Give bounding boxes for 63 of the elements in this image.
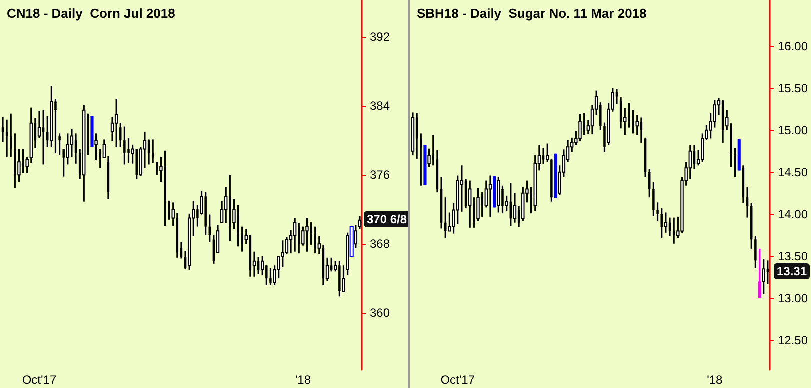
candlestick [734, 147, 736, 178]
y-tick-label: 13.00 [778, 292, 808, 306]
candlestick [74, 132, 78, 165]
y-tick-label: 14.50 [778, 165, 808, 180]
candlestick [746, 186, 749, 219]
candlestick [754, 235, 757, 270]
candlestick [542, 147, 545, 165]
candlestick [224, 186, 228, 224]
candlestick [110, 116, 114, 142]
y-tick-label: 15.50 [778, 81, 808, 96]
x-tick-label: Oct'17 [440, 373, 476, 387]
candlestick [358, 216, 362, 230]
candlestick [2, 116, 4, 144]
candlestick [261, 255, 264, 276]
y-tick-label: 16.00 [778, 39, 808, 54]
candlestick [640, 116, 643, 144]
text: 370 6/8 [367, 212, 408, 226]
text: CN18 - Daily Corn Jul 2018 [7, 6, 176, 21]
y-tick-label: 360 [370, 306, 390, 320]
candlestick [468, 180, 472, 229]
candlestick [58, 132, 61, 156]
candlestick [688, 144, 692, 180]
y-tick-label: 384 [370, 99, 390, 114]
x-tick-label: '18 [295, 373, 312, 387]
candlestick [713, 99, 717, 129]
candlestick [668, 216, 672, 238]
candlestick [220, 200, 224, 224]
text: SBH18 - Daily Sugar No. 11 Mar 2018 [417, 6, 647, 21]
candlestick [656, 202, 659, 222]
candlestick [578, 114, 582, 142]
y-tick-label: 14.00 [778, 207, 808, 222]
candlestick [420, 132, 422, 187]
y-tick-label: 368 [370, 237, 390, 252]
candlestick [416, 112, 418, 160]
candlestick [66, 132, 70, 166]
candlestick [488, 174, 492, 218]
candlestick [460, 164, 464, 213]
text: 13.31 [777, 264, 808, 278]
candlestick [114, 98, 118, 148]
candlestick [120, 122, 122, 148]
candlestick [124, 126, 126, 166]
candlestick [652, 182, 655, 217]
candlestick [281, 240, 285, 268]
y-tick-label: 392 [370, 30, 390, 44]
y-tick-label: 376 [370, 168, 390, 182]
candlestick [148, 138, 150, 166]
candlestick [664, 212, 668, 234]
candlestick [152, 138, 154, 164]
y-tick-label: 12.50 [778, 334, 808, 348]
y-tick-label: 13.50 [778, 249, 808, 264]
x-tick-label: '18 [707, 373, 724, 387]
candlestick [758, 248, 762, 300]
candlestick [38, 110, 42, 139]
candlestick [513, 192, 517, 224]
candlestick [293, 217, 297, 253]
candlestick [42, 110, 45, 166]
candlestick [6, 119, 8, 158]
x-tick-label: Oct'17 [22, 373, 57, 387]
candlestick [762, 258, 766, 296]
y-tick-label: 15.00 [778, 123, 808, 138]
candlestick [306, 217, 309, 253]
candlestick [94, 132, 98, 162]
candlestick [212, 234, 216, 265]
